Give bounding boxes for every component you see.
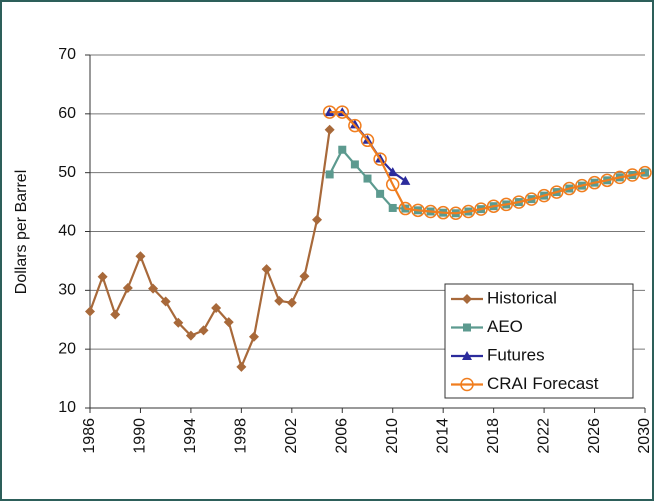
marker <box>97 271 108 282</box>
marker <box>211 302 222 313</box>
x-tick-label: 2018 <box>485 418 502 454</box>
y-tick-label: 70 <box>58 46 76 63</box>
marker <box>524 192 539 206</box>
legend-label: CRAI Forecast <box>487 374 599 393</box>
x-tick-label: 1986 <box>81 418 98 454</box>
marker <box>562 181 577 196</box>
marker <box>338 145 347 154</box>
x-tick-label: 2014 <box>434 418 451 454</box>
y-tick-label: 50 <box>58 164 76 181</box>
x-tick-label: 1990 <box>132 418 149 454</box>
marker <box>350 160 359 169</box>
y-axis-label: Dollars per Barrel <box>13 170 30 294</box>
marker <box>299 271 310 282</box>
legend-marker <box>462 351 472 360</box>
marker <box>385 177 400 192</box>
marker <box>600 173 614 188</box>
marker <box>398 201 413 216</box>
marker <box>312 214 323 225</box>
y-tick-label: 60 <box>58 105 76 122</box>
marker <box>400 175 411 185</box>
marker <box>185 330 196 341</box>
y-tick-label: 40 <box>58 223 76 240</box>
marker <box>537 188 551 203</box>
x-tick-label: 2002 <box>283 418 300 454</box>
x-tick-label: 2030 <box>636 418 653 454</box>
marker <box>325 170 334 179</box>
marker <box>236 361 247 372</box>
marker <box>613 170 627 185</box>
marker <box>324 124 335 135</box>
marker <box>461 204 476 219</box>
x-tick-label: 2022 <box>535 418 552 454</box>
marker <box>349 119 360 129</box>
marker <box>85 306 95 317</box>
marker <box>625 168 640 182</box>
marker <box>348 118 362 133</box>
marker <box>363 174 372 183</box>
marker <box>387 167 398 177</box>
marker <box>360 133 375 148</box>
x-tick-label: 1994 <box>182 418 199 454</box>
legend-label: Futures <box>487 345 545 364</box>
x-tick-label: 1998 <box>233 418 250 454</box>
legend-marker <box>463 323 471 332</box>
marker <box>587 175 602 190</box>
marker <box>286 297 297 308</box>
y-tick-label: 20 <box>58 340 76 357</box>
marker <box>122 282 133 293</box>
marker <box>110 309 121 320</box>
marker <box>449 206 463 221</box>
legend-marker <box>462 294 472 304</box>
marker <box>160 296 171 307</box>
marker <box>376 189 385 198</box>
marker <box>173 317 184 328</box>
marker <box>512 195 526 209</box>
y-tick-label: 10 <box>58 399 76 416</box>
marker <box>638 165 652 180</box>
x-tick-label: 2010 <box>384 418 401 454</box>
marker <box>223 317 234 328</box>
marker <box>248 331 259 342</box>
legend-marker <box>460 377 474 392</box>
legend-label: Historical <box>487 288 557 307</box>
marker <box>198 325 209 336</box>
marker <box>499 197 513 212</box>
marker <box>575 178 589 193</box>
legend-box <box>444 283 634 399</box>
y-tick-label: 30 <box>58 282 76 299</box>
marker <box>373 152 387 166</box>
marker <box>274 295 285 306</box>
x-tick-label: 2006 <box>333 418 350 454</box>
marker <box>474 202 488 216</box>
marker <box>335 105 350 119</box>
marker <box>261 264 272 275</box>
marker <box>148 283 159 294</box>
legend-label: AEO <box>487 317 523 336</box>
marker <box>388 203 397 212</box>
marker <box>135 251 146 262</box>
marker <box>486 199 501 213</box>
x-tick-label: 2026 <box>586 418 603 454</box>
marker <box>549 185 564 199</box>
